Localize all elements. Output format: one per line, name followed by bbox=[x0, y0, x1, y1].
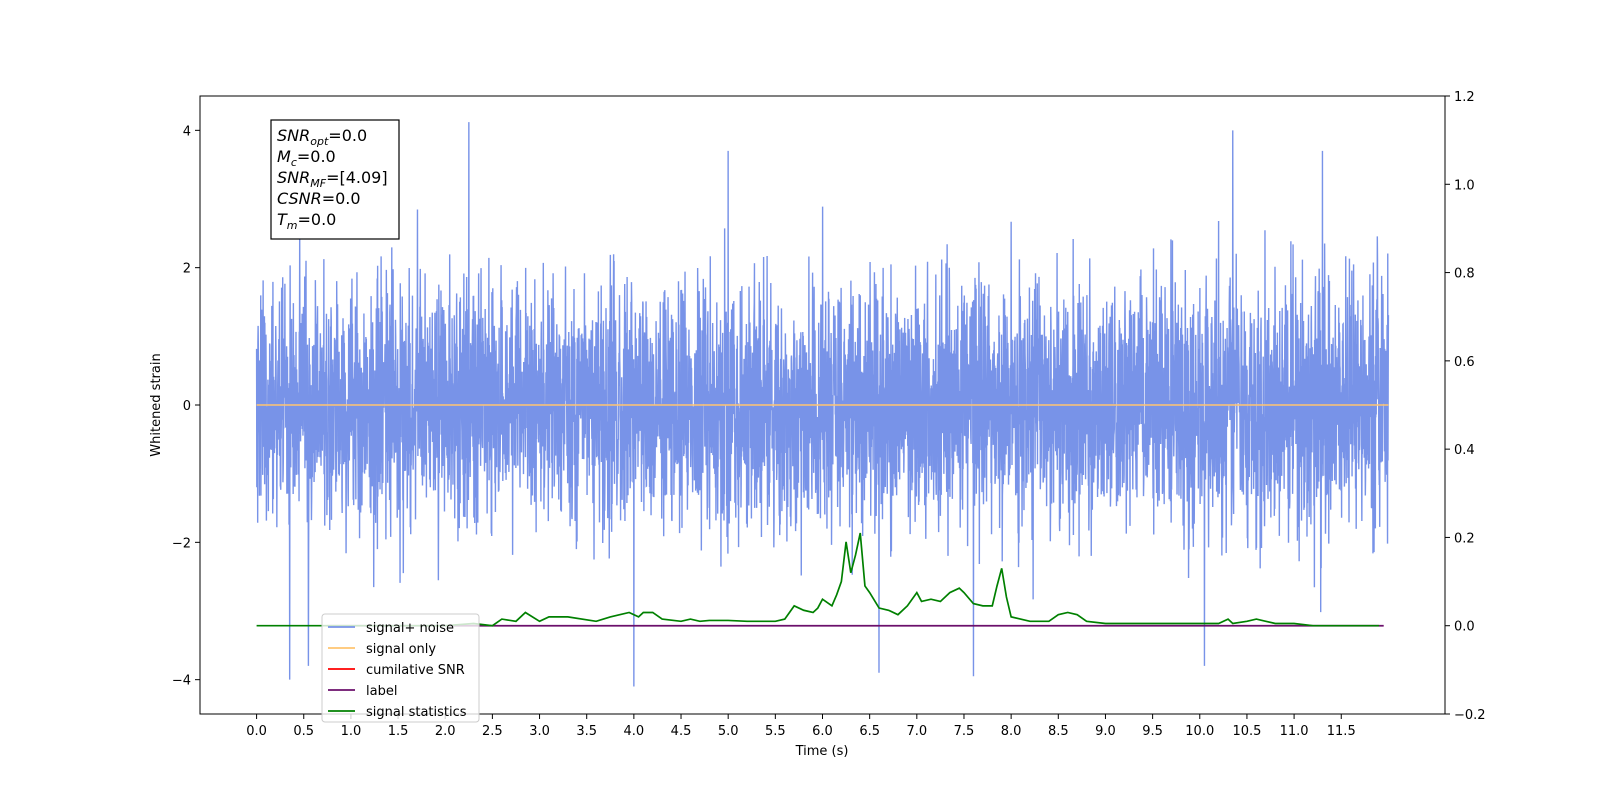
info-value: =[4.09] bbox=[326, 168, 388, 187]
series-line-signal-statistics bbox=[256, 532, 1379, 627]
y-tick-label: 0 bbox=[183, 399, 191, 414]
legend-label-cumilative-snr: cumilative SNR bbox=[366, 663, 465, 678]
x-axis-label: Time (s) bbox=[795, 744, 849, 759]
info-line: Mc=0.0 bbox=[277, 147, 336, 169]
x-tick-label: 7.5 bbox=[954, 724, 975, 739]
info-subscript: opt bbox=[310, 135, 329, 148]
x-tick-label: 10.5 bbox=[1232, 724, 1261, 739]
y-axis-label: Whitened strain bbox=[149, 353, 164, 456]
legend-label-signal-noise: signal+ noise bbox=[366, 621, 454, 636]
y-tick-label: −4 bbox=[172, 674, 191, 689]
info-subscript: m bbox=[287, 219, 298, 232]
y-tick-label: 4 bbox=[183, 124, 191, 139]
legend-frame bbox=[321, 613, 480, 723]
x-tick-label: 2.5 bbox=[482, 724, 503, 739]
y-tick-label: 2 bbox=[183, 262, 191, 277]
y2-tick-label: 1.0 bbox=[1454, 178, 1475, 193]
info-line: SNRopt=0.0 bbox=[277, 126, 367, 148]
x-tick-label: 8.5 bbox=[1048, 724, 1069, 739]
info-line: Tm=0.0 bbox=[277, 210, 336, 232]
info-value: =0.0 bbox=[297, 147, 336, 166]
x-tick-label: 6.5 bbox=[859, 724, 880, 739]
y2-tick-label: 0.0 bbox=[1454, 620, 1475, 635]
plot-area bbox=[255, 122, 1390, 687]
info-box: SNRopt=0.0Mc=0.0SNRMF=[4.09]CSNR=0.0Tm=0… bbox=[270, 119, 400, 240]
x-tick-label: 2.0 bbox=[435, 724, 456, 739]
x-tick-label: 0.5 bbox=[293, 724, 314, 739]
x-tick-label: 5.0 bbox=[718, 724, 739, 739]
x-tick-label: 5.5 bbox=[765, 724, 786, 739]
info-value: =0.0 bbox=[328, 126, 367, 145]
x-tick-label: 1.0 bbox=[341, 724, 362, 739]
y-tick-label: −2 bbox=[172, 536, 191, 551]
info-subscript: MF bbox=[310, 177, 326, 190]
legend-label-signal-only: signal only bbox=[366, 642, 436, 657]
series-line-signal-noise bbox=[255, 122, 1390, 687]
legend-label-label: label bbox=[366, 684, 397, 699]
x-tick-label: 10.0 bbox=[1185, 724, 1214, 739]
info-line: CSNR=0.0 bbox=[277, 189, 361, 208]
x-tick-label: 6.0 bbox=[812, 724, 833, 739]
x-tick-label: 3.5 bbox=[576, 724, 597, 739]
x-tick-label: 11.0 bbox=[1280, 724, 1309, 739]
x-tick-label: 3.0 bbox=[529, 724, 550, 739]
info-symbol: M bbox=[277, 147, 291, 166]
info-symbol: CSNR bbox=[277, 189, 322, 208]
y2-tick-label: −0.2 bbox=[1454, 708, 1486, 723]
x-axis: 0.0 0.5 1.0 1.5 2.0 2.5 3.0 3.5 4.0 4.5 5.0 5.5 6.0 6… bbox=[246, 714, 1356, 739]
x-tick-label: 11.5 bbox=[1327, 724, 1356, 739]
x-tick-label: 9.0 bbox=[1095, 724, 1116, 739]
y2-tick-label: 1.2 bbox=[1454, 90, 1475, 105]
y-axis-right: 1.2 1.0 0.8 0.6 0.4 0.2 0.0 −0.2 bbox=[1445, 90, 1486, 723]
info-symbol: SNR bbox=[277, 168, 310, 187]
x-tick-label: 0.0 bbox=[246, 724, 267, 739]
info-symbol: SNR bbox=[277, 126, 310, 145]
info-subscript: c bbox=[291, 156, 297, 169]
x-tick-label: 7.0 bbox=[906, 724, 927, 739]
x-tick-label: 4.0 bbox=[624, 724, 645, 739]
info-value: =0.0 bbox=[322, 189, 361, 208]
legend: signal+ noise signal only cumilative SNR la… bbox=[321, 613, 480, 723]
y2-tick-label: 0.2 bbox=[1454, 531, 1475, 546]
y2-tick-label: 0.8 bbox=[1454, 267, 1475, 282]
y-axis-left: 4 2 0 −2 −4 bbox=[172, 124, 200, 689]
info-box-frame bbox=[270, 119, 400, 240]
x-tick-label: 4.5 bbox=[671, 724, 692, 739]
x-tick-label: 8.0 bbox=[1001, 724, 1022, 739]
info-line: SNRMF=[4.09] bbox=[277, 168, 388, 190]
info-value: =0.0 bbox=[298, 210, 337, 229]
x-tick-label: 9.5 bbox=[1142, 724, 1163, 739]
y2-tick-label: 0.4 bbox=[1454, 443, 1475, 458]
legend-label-signal-statistics: signal statistics bbox=[366, 705, 467, 720]
x-tick-label: 1.5 bbox=[388, 724, 409, 739]
info-symbol: T bbox=[277, 210, 288, 229]
y2-tick-label: 0.6 bbox=[1454, 355, 1475, 370]
